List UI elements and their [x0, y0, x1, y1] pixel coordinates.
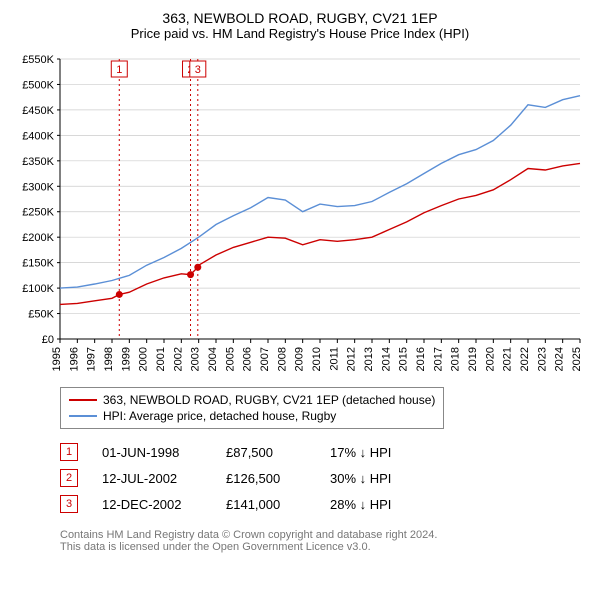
chart-subtitle: Price paid vs. HM Land Registry's House …: [10, 26, 590, 41]
xtick-label: 2013: [363, 347, 375, 371]
event-date: 12-JUL-2002: [102, 471, 202, 486]
xtick-label: 2011: [328, 347, 340, 371]
event-marker: [187, 271, 194, 278]
xtick-label: 2015: [398, 347, 410, 371]
series-line: [60, 163, 580, 304]
xtick-label: 2019: [467, 347, 479, 371]
event-marker: [194, 264, 201, 271]
legend-row: 363, NEWBOLD ROAD, RUGBY, CV21 1EP (deta…: [69, 392, 435, 408]
xtick-label: 2014: [380, 347, 392, 371]
xtick-label: 2020: [484, 347, 496, 371]
ytick-label: £400K: [22, 130, 54, 142]
ytick-label: £450K: [22, 105, 54, 117]
event-number: 1: [60, 443, 78, 461]
xtick-label: 1996: [68, 347, 80, 371]
event-row: 2 12-JUL-2002 £126,500 30% ↓ HPI: [60, 465, 590, 491]
chart-title: 363, NEWBOLD ROAD, RUGBY, CV21 1EP: [10, 10, 590, 26]
event-price: £141,000: [226, 497, 306, 512]
xtick-label: 2012: [346, 347, 358, 371]
ytick-label: £0: [42, 334, 54, 346]
xtick-label: 2018: [450, 347, 462, 371]
footer-line-1: Contains HM Land Registry data © Crown c…: [60, 529, 590, 541]
event-marker-num: 3: [195, 64, 201, 76]
ytick-label: £300K: [22, 181, 54, 193]
xtick-label: 2025: [571, 347, 583, 371]
xtick-label: 2021: [502, 347, 514, 371]
event-price: £87,500: [226, 445, 306, 460]
footer-line-2: This data is licensed under the Open Gov…: [60, 541, 590, 553]
legend-swatch: [69, 415, 97, 417]
xtick-label: 1999: [120, 347, 132, 371]
xtick-label: 1997: [86, 347, 98, 371]
chart-area: £0 £50K £100K £150K £200K £250K £300K £350K £400…: [10, 49, 590, 379]
legend-label: HPI: Average price, detached house, Rugb…: [103, 409, 336, 423]
xtick-label: 2017: [432, 347, 444, 371]
ytick-label: £500K: [22, 79, 54, 91]
ytick-label: £100K: [22, 283, 54, 295]
xtick-label: 2022: [519, 347, 531, 371]
xtick-label: 2009: [294, 347, 306, 371]
xtick-label: 2000: [138, 347, 150, 371]
event-price: £126,500: [226, 471, 306, 486]
event-hpi: 28% ↓ HPI: [330, 497, 440, 512]
events-table: 1 01-JUN-1998 £87,500 17% ↓ HPI 2 12-JUL-2002…: [60, 439, 590, 517]
xtick-label: 2010: [311, 347, 323, 371]
xtick-label: 2024: [554, 347, 566, 371]
ytick-label: £350K: [22, 156, 54, 168]
event-marker: [116, 291, 123, 298]
xtick-label: 2003: [190, 347, 202, 371]
legend-swatch: [69, 399, 97, 401]
series-line: [60, 96, 580, 288]
event-row: 3 12-DEC-2002 £141,000 28% ↓ HPI: [60, 491, 590, 517]
ytick-label: £200K: [22, 232, 54, 244]
event-number: 2: [60, 469, 78, 487]
ytick-label: £150K: [22, 258, 54, 270]
ytick-label: £250K: [22, 207, 54, 219]
xtick-label: 2007: [259, 347, 271, 371]
xtick-label: 1998: [103, 347, 115, 371]
event-marker-num: 1: [116, 64, 122, 76]
xtick-label: 2023: [536, 347, 548, 371]
ytick-label: £550K: [22, 54, 54, 66]
xtick-label: 2004: [207, 347, 219, 371]
event-number: 3: [60, 495, 78, 513]
event-hpi: 30% ↓ HPI: [330, 471, 440, 486]
footer: Contains HM Land Registry data © Crown c…: [60, 529, 590, 553]
event-row: 1 01-JUN-1998 £87,500 17% ↓ HPI: [60, 439, 590, 465]
xtick-label: 2006: [242, 347, 254, 371]
xtick-label: 2002: [172, 347, 184, 371]
ytick-label: £50K: [28, 309, 54, 321]
event-hpi: 17% ↓ HPI: [330, 445, 440, 460]
xtick-label: 1995: [51, 347, 63, 371]
chart-svg: £0 £50K £100K £150K £200K £250K £300K £350K £400…: [10, 49, 590, 379]
xtick-label: 2016: [415, 347, 427, 371]
event-date: 01-JUN-1998: [102, 445, 202, 460]
legend-row: HPI: Average price, detached house, Rugb…: [69, 408, 435, 424]
xtick-label: 2008: [276, 347, 288, 371]
legend: 363, NEWBOLD ROAD, RUGBY, CV21 1EP (deta…: [60, 387, 444, 429]
event-date: 12-DEC-2002: [102, 497, 202, 512]
xtick-label: 2005: [224, 347, 236, 371]
xtick-label: 2001: [155, 347, 167, 371]
legend-label: 363, NEWBOLD ROAD, RUGBY, CV21 1EP (deta…: [103, 393, 435, 407]
